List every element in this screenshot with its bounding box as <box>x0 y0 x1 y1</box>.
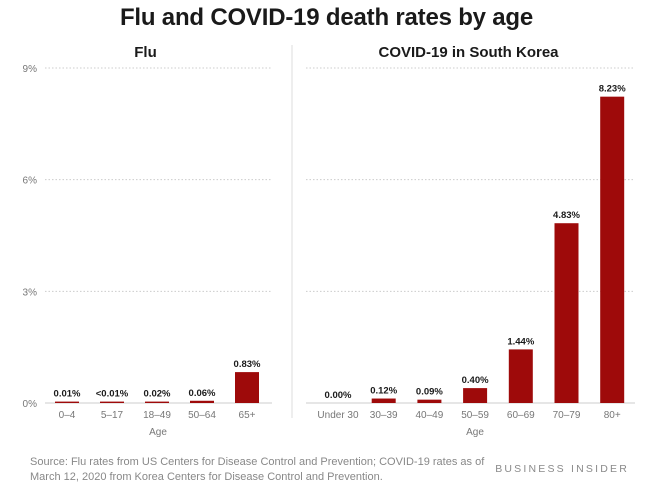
x-axis-label-flu: Age <box>149 427 167 438</box>
data-label-flu-4: 0.83% <box>234 359 261 370</box>
y-tick-label: 3% <box>23 287 38 298</box>
x-tick-label-covid-3: 50–59 <box>461 410 489 421</box>
data-label-flu-0: 0.01% <box>54 389 81 400</box>
bar-flu-2 <box>145 401 169 403</box>
bar-flu-4 <box>235 372 259 403</box>
data-label-covid-6: 8.23% <box>599 84 626 95</box>
x-tick-label-flu-1: 5–17 <box>101 410 124 421</box>
panel-title-flu: Flu <box>134 44 157 61</box>
bar-flu-0 <box>55 401 79 403</box>
data-label-covid-0: 0.00% <box>325 390 352 401</box>
x-tick-label-covid-6: 80+ <box>604 410 621 421</box>
data-label-flu-3: 0.06% <box>189 388 216 399</box>
bar-covid-4 <box>508 349 533 403</box>
y-tick-label: 6% <box>23 176 38 187</box>
x-tick-label-flu-2: 18–49 <box>143 410 171 421</box>
data-label-covid-1: 0.12% <box>370 386 397 397</box>
data-label-covid-5: 4.83% <box>553 210 580 221</box>
x-tick-label-covid-0: Under 30 <box>317 410 359 421</box>
x-tick-label-covid-4: 60–69 <box>507 410 535 421</box>
x-axis-label-covid: Age <box>466 427 484 438</box>
bar-flu-3 <box>190 400 214 403</box>
brand-logo-text: BUSINESS INSIDER <box>495 463 629 475</box>
data-label-flu-1: <0.01% <box>96 389 129 400</box>
data-label-covid-3: 0.40% <box>462 375 489 386</box>
bar-covid-6 <box>600 96 625 404</box>
data-label-flu-2: 0.02% <box>144 389 171 400</box>
bar-covid-5 <box>554 223 579 403</box>
panel-title-covid: COVID-19 in South Korea <box>378 44 559 61</box>
bar-covid-1 <box>371 398 396 403</box>
data-label-covid-4: 1.44% <box>507 336 534 347</box>
x-tick-label-covid-2: 40–49 <box>415 410 443 421</box>
y-tick-label: 9% <box>23 64 38 75</box>
x-tick-label-covid-5: 70–79 <box>553 410 581 421</box>
bar-covid-2 <box>417 399 442 403</box>
bar-flu-1 <box>100 401 124 403</box>
x-tick-label-flu-3: 50–64 <box>188 410 216 421</box>
bar-covid-3 <box>463 388 488 403</box>
x-tick-label-flu-0: 0–4 <box>59 410 76 421</box>
data-label-covid-2: 0.09% <box>416 387 443 398</box>
x-tick-label-covid-1: 30–39 <box>370 410 398 421</box>
y-tick-label: 0% <box>23 399 38 410</box>
x-tick-label-flu-4: 65+ <box>239 410 256 421</box>
source-note: Source: Flu rates from US Centers for Di… <box>30 456 485 483</box>
chart-title: Flu and COVID-19 death rates by age <box>119 4 534 31</box>
